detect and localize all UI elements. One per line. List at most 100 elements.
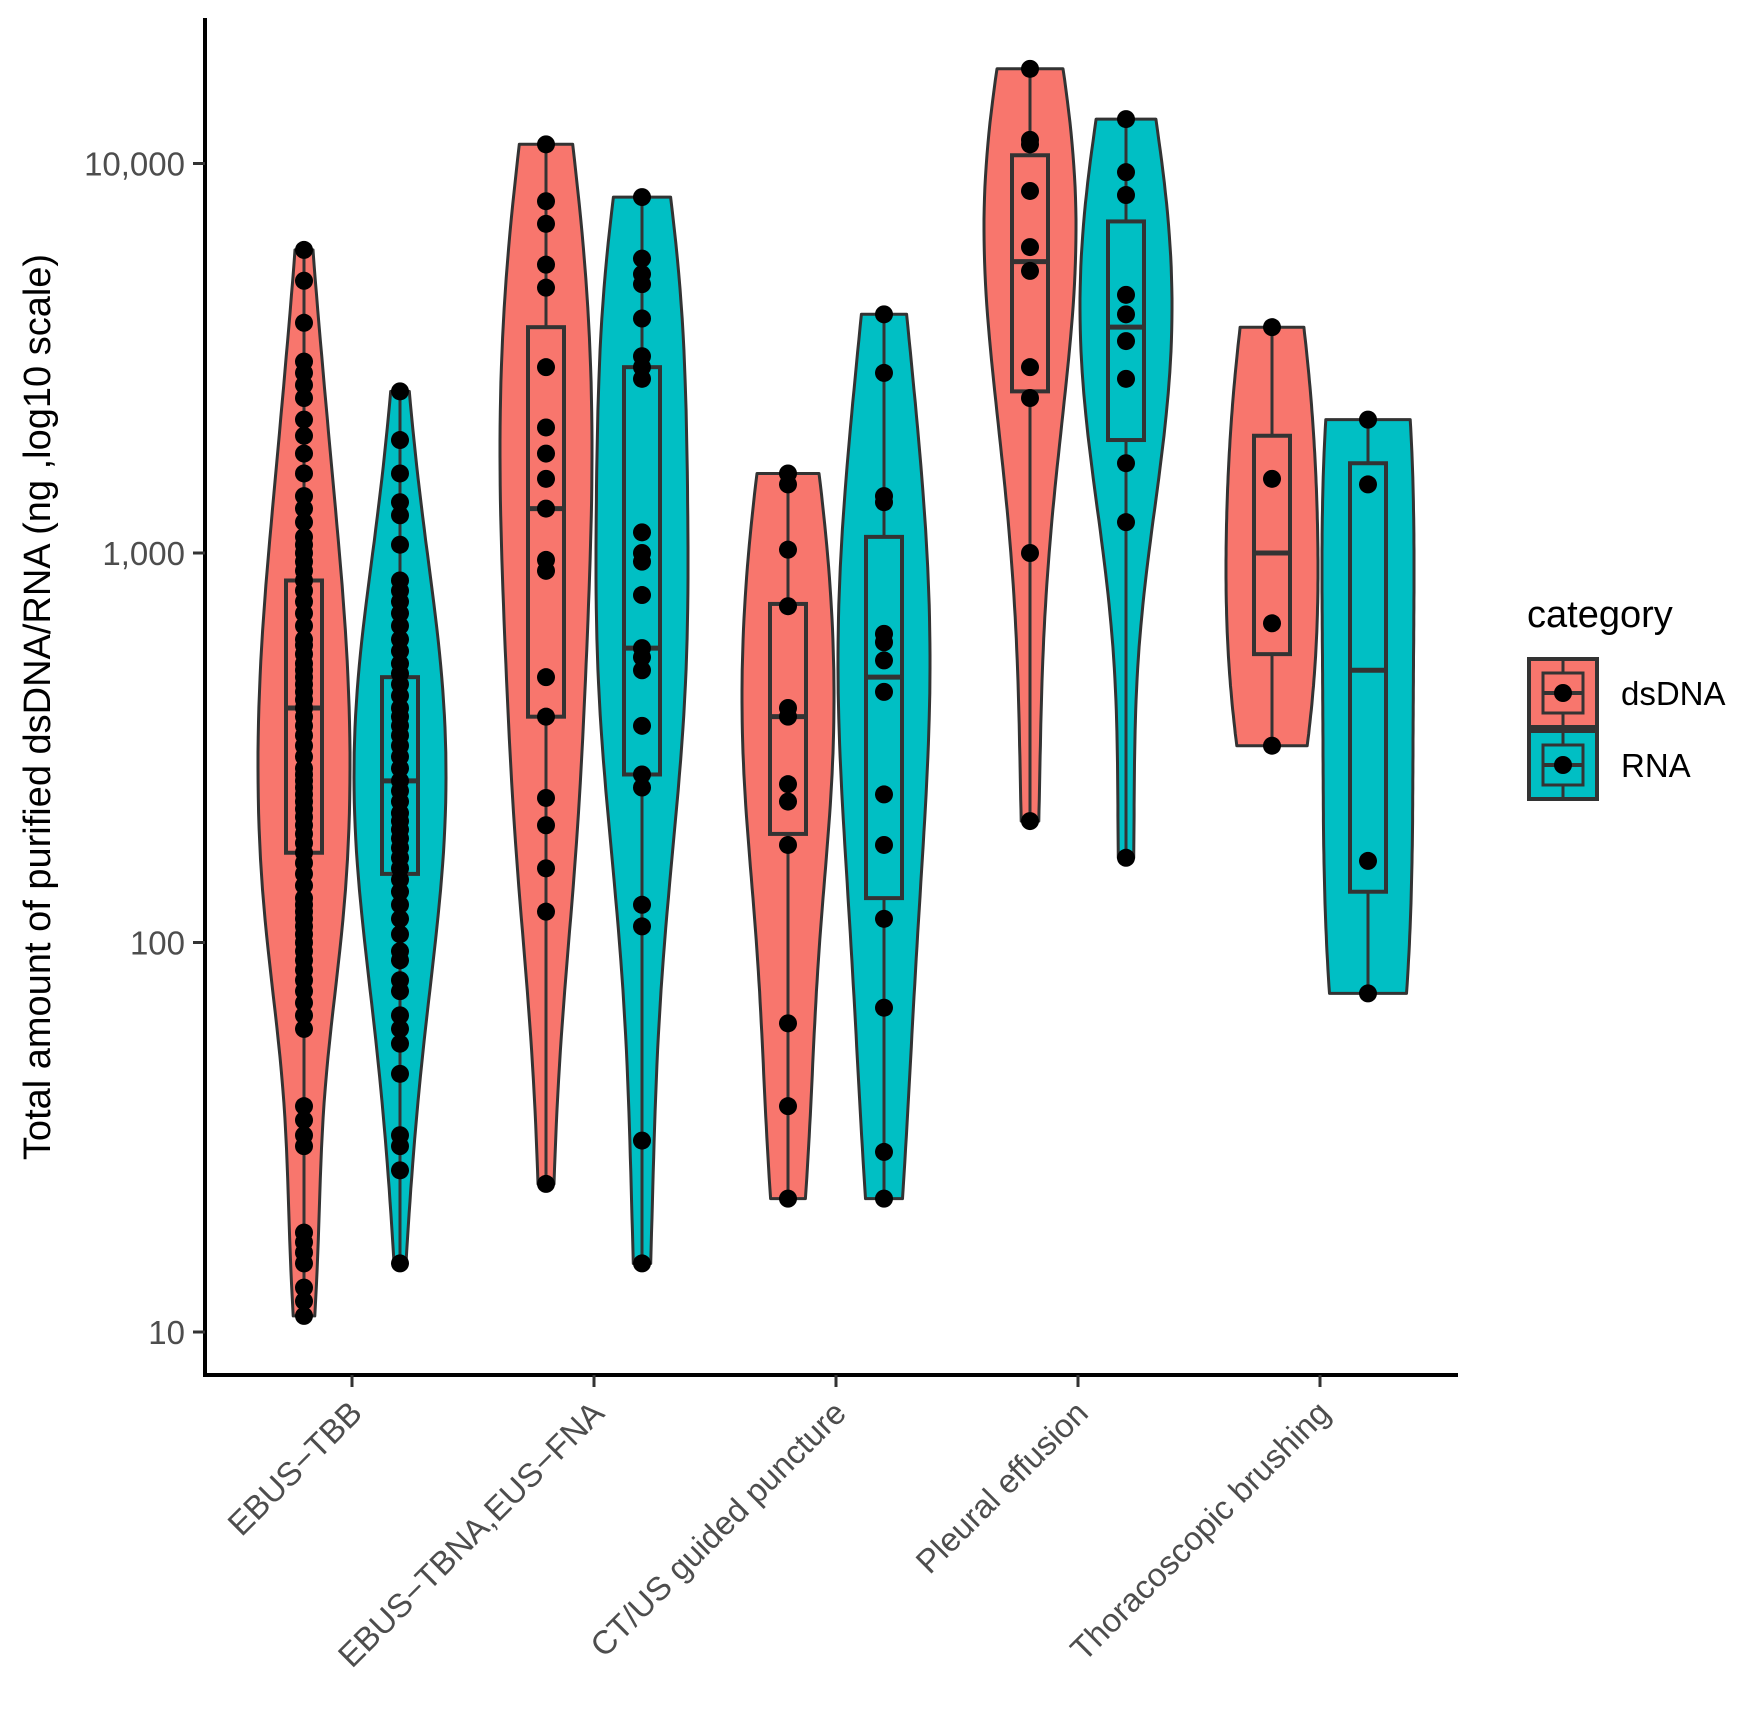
y-tick-label: 1,000 <box>102 535 185 572</box>
data-point <box>633 249 651 268</box>
data-point <box>779 1014 797 1033</box>
data-point <box>1117 163 1135 182</box>
data-point <box>1021 261 1039 280</box>
data-point <box>633 895 651 914</box>
data-point <box>1117 332 1135 351</box>
data-point <box>1117 110 1135 129</box>
data-point <box>295 513 313 532</box>
data-point <box>391 771 409 790</box>
data-point <box>391 909 409 928</box>
data-point <box>537 358 555 377</box>
data-point <box>537 214 555 233</box>
data-point <box>779 464 797 483</box>
plot-area <box>256 59 1416 1325</box>
data-point <box>1021 238 1039 257</box>
data-point <box>537 499 555 518</box>
data-point <box>391 654 409 673</box>
data-point <box>537 859 555 878</box>
data-point <box>295 1278 313 1297</box>
data-point <box>537 788 555 807</box>
data-point <box>875 682 893 701</box>
data-point <box>1117 305 1135 324</box>
data-point <box>537 469 555 488</box>
data-point <box>295 1306 313 1325</box>
data-point <box>295 1019 313 1038</box>
data-point <box>537 192 555 211</box>
data-point <box>1117 848 1135 867</box>
data-point <box>779 775 797 794</box>
data-point <box>391 942 409 961</box>
data-point <box>537 255 555 274</box>
x-tick-label: EBUS−TBB <box>220 1394 369 1543</box>
data-point <box>1263 736 1281 755</box>
y-axis-title: Total amount of purified dsDNA/RNA (ng ,… <box>17 254 59 1160</box>
data-point <box>1263 614 1281 633</box>
data-point <box>391 464 409 483</box>
legend-title: category <box>1527 594 1673 636</box>
data-point <box>633 265 651 284</box>
data-point <box>1359 410 1377 429</box>
data-point <box>875 835 893 854</box>
data-point <box>295 444 313 463</box>
data-point <box>633 1254 651 1273</box>
data-point <box>391 493 409 512</box>
data-point <box>875 785 893 804</box>
data-point <box>391 1064 409 1083</box>
data-point <box>295 271 313 290</box>
data-point <box>633 347 651 366</box>
data-point <box>633 639 651 658</box>
data-point <box>295 527 313 546</box>
data-point <box>537 707 555 726</box>
data-point <box>391 895 409 914</box>
data-point <box>779 1097 797 1116</box>
legend: category dsDNA RNA <box>1527 594 1726 801</box>
data-point <box>391 1126 409 1145</box>
data-point <box>1021 59 1039 78</box>
data-point <box>633 1131 651 1150</box>
x-tick-label: CT/US guided puncture <box>583 1394 853 1664</box>
data-point <box>295 487 313 506</box>
data-point <box>537 1174 555 1193</box>
data-point <box>537 668 555 687</box>
data-point <box>391 1006 409 1025</box>
data-point <box>391 1254 409 1273</box>
data-point <box>391 1161 409 1180</box>
legend-label-dsdna: dsDNA <box>1621 675 1726 712</box>
data-point <box>875 1142 893 1161</box>
x-tick-label: Thoracoscopic brushing <box>1063 1394 1337 1668</box>
box-iqr <box>1106 219 1146 443</box>
data-point <box>1117 285 1135 304</box>
data-point <box>537 278 555 297</box>
data-point <box>633 586 651 605</box>
data-point <box>391 1019 409 1038</box>
data-point <box>633 188 651 207</box>
data-point <box>633 544 651 562</box>
data-point <box>875 487 893 506</box>
legend-key-dsdna <box>1527 657 1599 729</box>
data-point <box>391 925 409 944</box>
y-tick-label: 10 <box>148 1314 185 1351</box>
data-point <box>1021 389 1039 408</box>
data-point <box>295 1111 313 1130</box>
data-point <box>633 309 651 328</box>
data-point <box>1263 318 1281 337</box>
data-point <box>391 971 409 990</box>
data-point <box>295 1126 313 1145</box>
data-point <box>295 1006 313 1025</box>
data-point <box>295 352 313 371</box>
data-point <box>1021 130 1039 149</box>
data-point <box>391 431 409 450</box>
data-point <box>295 464 313 483</box>
data-point <box>779 835 797 854</box>
data-point <box>633 917 651 936</box>
y-tick-label: 10,000 <box>84 146 185 183</box>
data-point <box>633 765 651 784</box>
data-point <box>1117 186 1135 205</box>
data-point <box>295 889 313 908</box>
legend-key-point <box>1554 756 1572 774</box>
data-point <box>633 778 651 797</box>
data-point <box>537 550 555 569</box>
data-point <box>1021 181 1039 200</box>
data-point <box>875 998 893 1017</box>
